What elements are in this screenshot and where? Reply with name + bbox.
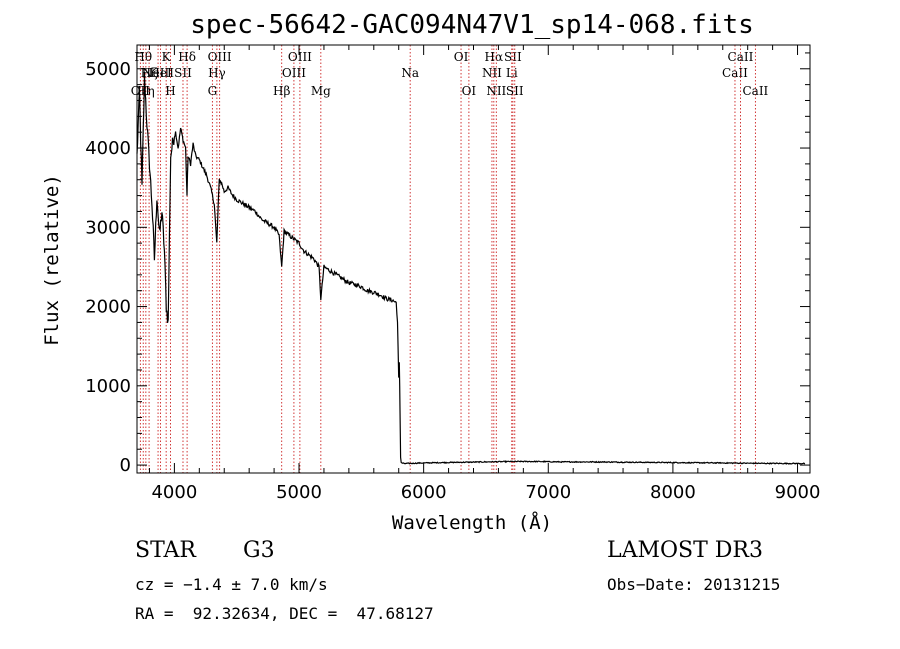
line-label: Li <box>506 66 518 80</box>
ra-dec-coordinates: RA = 92.32634, DEC = 47.68127 <box>135 604 434 623</box>
line-label: Hδ <box>178 50 196 64</box>
line-label: H <box>165 84 175 98</box>
x-tick-label: 7000 <box>525 482 571 503</box>
x-axis: 4000 5000 6000 7000 8000 9000 <box>148 45 821 503</box>
line-label: CaII <box>722 66 748 80</box>
line-label: HeI <box>149 66 172 80</box>
observation-date: Obs−Date: 20131215 <box>607 575 781 594</box>
line-label: OI <box>454 50 469 64</box>
line-label: Hα <box>485 50 504 64</box>
spectral-subclass: G3 <box>243 538 275 563</box>
line-label: CaII <box>742 84 768 98</box>
line-label: Hη <box>137 84 155 98</box>
line-label: CaII <box>728 50 754 64</box>
line-label: K <box>162 50 172 64</box>
redshift-velocity: cz = −1.4 ± 7.0 km/s <box>135 575 328 594</box>
survey-name: LAMOST DR3 <box>607 538 763 563</box>
y-tick-label: 0 <box>120 455 131 476</box>
line-label: Hγ <box>208 66 226 80</box>
line-label: SII <box>506 84 524 98</box>
x-tick-label: 6000 <box>401 482 447 503</box>
x-tick-label: 4000 <box>151 482 197 503</box>
object-type: STAR <box>135 538 196 563</box>
x-tick-label: 5000 <box>276 482 322 503</box>
spectral-line-markers: OIIHθHηHζNeIIIHeIKHSIIHδGHγOIIIHβOIIIOII… <box>131 45 769 473</box>
x-tick-label: 9000 <box>775 482 821 503</box>
x-tick-label: 8000 <box>650 482 696 503</box>
plot-frame <box>136 44 811 474</box>
line-label: Hβ <box>273 84 290 98</box>
line-label: OIII <box>288 50 312 64</box>
line-label: NII <box>482 66 502 80</box>
line-label: Mg <box>311 84 331 98</box>
y-tick-label: 5000 <box>85 59 131 80</box>
y-tick-label: 3000 <box>85 217 131 238</box>
x-axis-label: Wavelength (Å) <box>392 511 552 534</box>
line-label: OIII <box>208 50 232 64</box>
line-label: NII <box>486 84 506 98</box>
y-tick-label: 4000 <box>85 138 131 159</box>
y-tick-label: 1000 <box>85 376 131 397</box>
line-label: SII <box>174 66 192 80</box>
spectrum-line <box>136 72 806 465</box>
y-tick-label: 2000 <box>85 297 131 318</box>
line-label: OI <box>462 84 477 98</box>
y-axis-label: Flux (relative) <box>41 174 63 346</box>
line-label: Na <box>401 66 419 80</box>
line-label: OIII <box>282 66 306 80</box>
line-label: G <box>208 84 218 98</box>
line-label: Hθ <box>134 50 152 64</box>
line-label: SII <box>504 50 522 64</box>
y-axis: 0 1000 2000 3000 4000 5000 <box>85 52 810 476</box>
chart-title: spec-56642-GAC094N47V1_sp14-068.fits <box>190 10 754 40</box>
